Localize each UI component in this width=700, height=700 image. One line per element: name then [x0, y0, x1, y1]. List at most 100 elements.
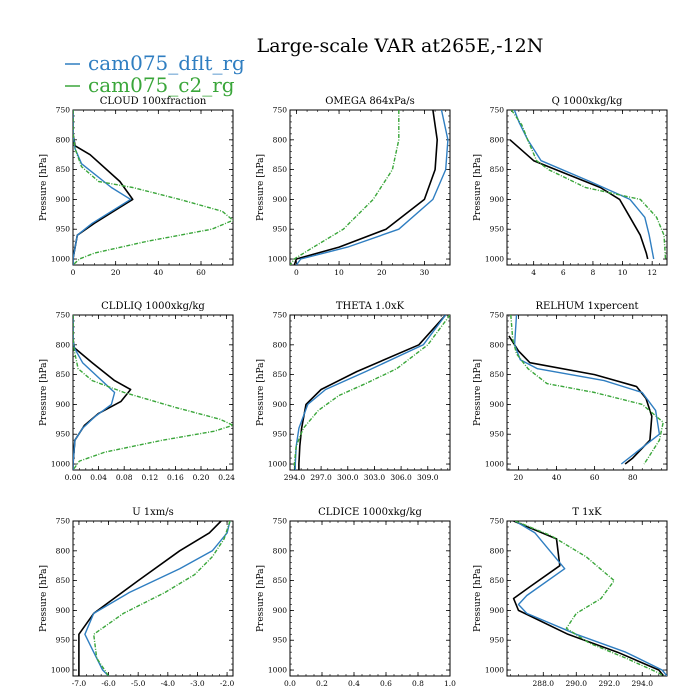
series-line-green: [73, 315, 233, 470]
panel-6: U 1xm/s Pressure [hPa] 750 800 850 900 950 1000…: [39, 507, 235, 688]
y-tick-label: 1000: [485, 666, 504, 675]
y-tick-label: 800: [490, 546, 505, 555]
x-tick-label: 0.08: [116, 473, 133, 482]
panel-8: T 1xK Pressure [hPa] 750 800 850 900 950 1000 28…: [473, 507, 668, 688]
plot-frame: [506, 520, 668, 677]
y-tick-label: 900: [273, 195, 288, 204]
panel-2: Q 1000xkg/kg Pressure [hPa] 750 800 850 900 95…: [473, 96, 668, 277]
y-tick-label: 750: [490, 311, 505, 320]
y-axis-label: Pressure [hPa]: [473, 359, 483, 426]
y-tick-label: 850: [56, 576, 71, 585]
plot-frame: [72, 109, 234, 266]
y-tick-label: 800: [56, 546, 71, 555]
x-tick-label: -6.0: [101, 679, 116, 688]
y-tick-label: 1000: [51, 666, 70, 675]
y-tick-label: 750: [273, 106, 288, 115]
y-tick-label: 1000: [485, 255, 504, 264]
y-tick-label: 750: [56, 106, 71, 115]
y-tick-label: 900: [273, 606, 288, 615]
series-line-black: [73, 110, 134, 265]
y-tick-label: 750: [273, 311, 288, 320]
y-tick-label: 1000: [51, 460, 70, 469]
y-axis-label: Pressure [hPa]: [39, 565, 49, 632]
y-tick-label: 950: [273, 225, 288, 234]
series-line-black: [512, 521, 665, 676]
x-tick-label: 10: [334, 268, 344, 277]
y-tick-label: 900: [56, 400, 71, 409]
panel-title: Q 1000xkg/kg: [552, 96, 623, 107]
series-line-green: [290, 110, 400, 265]
x-tick-label: 0.20: [193, 473, 210, 482]
x-tick-label: 0.4: [348, 679, 360, 688]
series-line-black: [73, 315, 132, 470]
y-tick-label: 800: [490, 340, 505, 349]
panel-5: RELHUM 1xpercent Pressure [hPa] 750 800 850 9…: [473, 301, 668, 482]
y-tick-label: 750: [490, 517, 505, 526]
y-axis-label: Pressure [hPa]: [473, 565, 483, 632]
y-tick-label: 800: [56, 340, 71, 349]
series-line-blue: [73, 315, 116, 470]
y-tick-label: 800: [490, 135, 505, 144]
x-tick-label: 4: [531, 268, 536, 277]
y-tick-label: 950: [490, 225, 505, 234]
y-tick-label: 850: [56, 165, 71, 174]
x-tick-label: 40: [552, 473, 562, 482]
panel-7: CLDICE 1000xkg/kg Pressure [hPa] 750 800 850…: [256, 507, 456, 688]
y-tick-label: 900: [56, 195, 71, 204]
y-tick-label: 850: [273, 576, 288, 585]
panel-title: CLDLIQ 1000xkg/kg: [101, 301, 205, 312]
y-axis-label: Pressure [hPa]: [256, 359, 266, 426]
y-tick-label: 750: [490, 106, 505, 115]
y-tick-label: 900: [273, 400, 288, 409]
series-line-green: [293, 315, 450, 470]
x-tick-label: 20: [111, 268, 121, 277]
series-line-blue: [84, 521, 231, 676]
series-line-green: [514, 521, 665, 676]
panel-4: THETA 1.0xK Pressure [hPa] 750 800 850 900 950…: [256, 301, 451, 482]
y-tick-label: 900: [490, 195, 505, 204]
y-axis-label: Pressure [hPa]: [39, 154, 49, 221]
y-tick-label: 900: [490, 606, 505, 615]
y-tick-label: 850: [490, 576, 505, 585]
x-tick-label: 0.6: [380, 679, 392, 688]
panel-title: T 1xK: [572, 507, 602, 518]
panel-title: U 1xm/s: [132, 507, 174, 518]
panel-3: CLDLIQ 1000xkg/kg Pressure [hPa] 750 800 850…: [39, 301, 235, 482]
panel-title: CLOUD 100xfraction: [100, 96, 207, 107]
x-tick-label: 292.0: [599, 679, 621, 688]
x-tick-label: -2.0: [220, 679, 235, 688]
x-tick-label: 297.0: [310, 473, 332, 482]
series-line-black: [293, 110, 438, 265]
series-line-black: [508, 335, 653, 465]
series-line-blue: [513, 315, 661, 465]
x-tick-label: 80: [628, 473, 638, 482]
x-tick-label: -7.0: [72, 679, 87, 688]
x-tick-label: 0.24: [218, 473, 235, 482]
y-tick-label: 850: [273, 370, 288, 379]
y-axis-label: Pressure [hPa]: [39, 359, 49, 426]
x-tick-label: -5.0: [131, 679, 146, 688]
y-tick-label: 950: [273, 636, 288, 645]
x-tick-label: 0: [294, 268, 299, 277]
y-tick-label: 1000: [51, 255, 70, 264]
y-axis-label: Pressure [hPa]: [473, 154, 483, 221]
y-tick-label: 850: [273, 165, 288, 174]
x-tick-label: 0: [71, 268, 76, 277]
x-tick-label: 0.04: [90, 473, 107, 482]
y-tick-label: 750: [273, 517, 288, 526]
x-tick-label: 12: [647, 268, 657, 277]
y-axis-label: Pressure [hPa]: [256, 565, 266, 632]
series-line-blue: [73, 110, 132, 265]
figure-title: Large-scale VAR at265E,-12N: [257, 35, 544, 57]
x-tick-label: 20: [514, 473, 524, 482]
y-tick-label: 850: [490, 165, 505, 174]
x-tick-label: 290.0: [566, 679, 588, 688]
x-tick-label: 294.0: [632, 679, 654, 688]
x-tick-label: 0.2: [316, 679, 328, 688]
panel-title: RELHUM 1xpercent: [535, 301, 638, 312]
series-line-green: [510, 110, 667, 260]
y-tick-label: 950: [490, 430, 505, 439]
y-tick-label: 800: [273, 340, 288, 349]
y-tick-label: 750: [56, 311, 71, 320]
